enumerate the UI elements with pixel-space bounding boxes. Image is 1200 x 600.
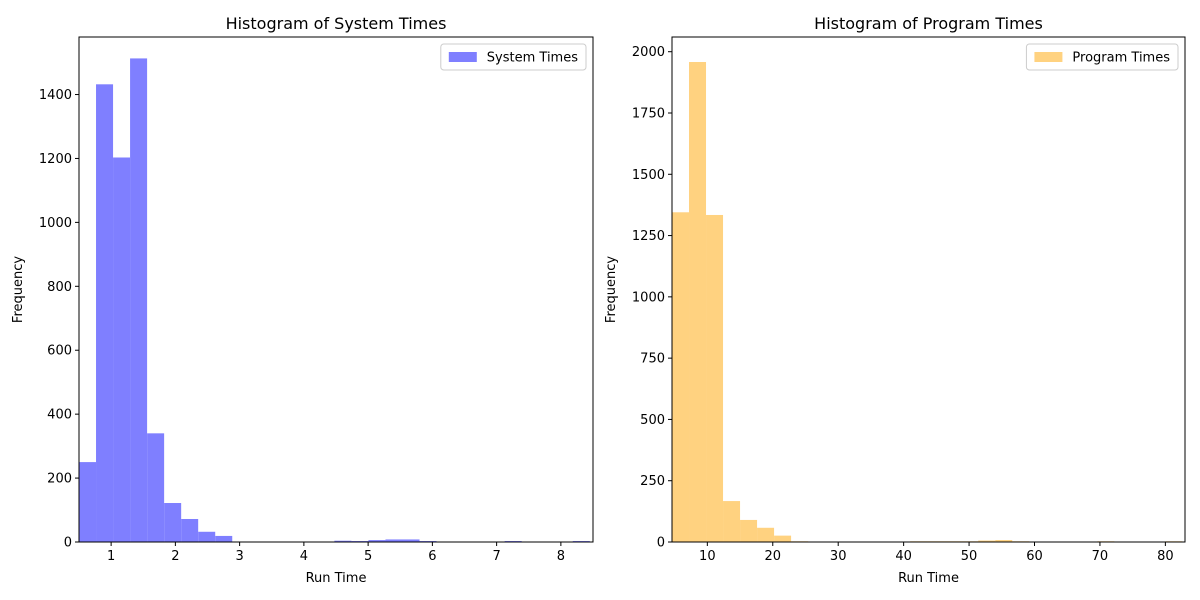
y-tick-label: 1400: [39, 88, 72, 103]
histogram-bar: [757, 527, 775, 542]
y-tick-label: 800: [47, 280, 72, 295]
legend-label: Program Times: [1072, 51, 1170, 66]
y-tick-label: 1750: [632, 106, 665, 121]
histogram-bar: [181, 518, 199, 542]
histogram-bar: [96, 84, 114, 542]
x-tick-label: 3: [235, 549, 243, 564]
bars: [672, 62, 1183, 542]
histogram-bar: [113, 157, 131, 542]
x-tick-label: 70: [1092, 549, 1109, 564]
y-axis-label: Frequency: [11, 256, 26, 323]
histogram-bar: [164, 503, 182, 542]
x-axis-label: Run Time: [898, 571, 959, 586]
x-tick-label: 2: [171, 549, 179, 564]
histogram-bar: [385, 539, 403, 542]
y-tick-label: 1200: [39, 152, 72, 167]
histogram-bar: [774, 535, 792, 542]
histogram-bar: [198, 531, 216, 542]
histogram-bar: [334, 540, 352, 542]
x-tick-label: 10: [699, 549, 716, 564]
y-tick-label: 400: [47, 408, 72, 423]
x-tick-label: 1: [107, 549, 115, 564]
x-tick-label: 60: [1026, 549, 1043, 564]
y-tick-label: 200: [47, 472, 72, 487]
legend: Program Times: [1025, 43, 1179, 71]
legend-frame: [1025, 43, 1179, 71]
y-tick-label: 500: [640, 413, 665, 428]
histogram-bar: [723, 501, 741, 542]
chart-panel-2: 10 20 30 40 50 60 70 80 0 250 500 750 1000 1250 1500 17…: [604, 14, 1186, 586]
legend-swatch: [1034, 52, 1063, 62]
y-axis-label: Frequency: [604, 256, 619, 323]
legend: System Times: [440, 43, 587, 71]
y-tick-label: 1000: [632, 290, 665, 305]
histogram-bar: [368, 540, 386, 542]
bars: [79, 58, 590, 542]
legend-swatch: [448, 52, 477, 62]
histogram-bar: [740, 519, 758, 542]
chart-title: Histogram of Program Times: [814, 14, 1043, 33]
x-axis-label: Run Time: [306, 571, 367, 586]
x-tick-label: 40: [895, 549, 912, 564]
histogram-bar: [130, 58, 148, 542]
y-tick-label: 2000: [632, 45, 665, 60]
y-tick-label: 750: [640, 352, 665, 367]
histogram-bar: [978, 540, 996, 542]
x-tick-label: 6: [428, 549, 436, 564]
x-tick-label: 30: [830, 549, 847, 564]
chart-title: Histogram of System Times: [226, 14, 447, 33]
legend-frame: [440, 43, 587, 71]
histogram-bar: [995, 540, 1013, 542]
histogram-bar: [402, 539, 420, 542]
y-tick-label: 250: [640, 474, 665, 489]
histogram-bar: [147, 433, 165, 542]
histogram-bar: [672, 212, 690, 542]
y-tick-label: 1000: [39, 216, 72, 231]
histogram-bar: [706, 214, 724, 542]
legend-label: System Times: [487, 51, 578, 66]
y-tick-label: 1250: [632, 229, 665, 244]
chart-panel-1: 1 2 3 4 5 6 7 8 0 200 400 600 800 1000 1200 1400 Histogr…: [11, 14, 594, 586]
x-tick-label: 4: [300, 549, 308, 564]
histogram-bar: [215, 535, 233, 542]
y-tick-label: 0: [64, 536, 72, 551]
plot-frame: [671, 36, 1186, 543]
x-tick-label: 7: [492, 549, 500, 564]
x-tick-label: 50: [961, 549, 978, 564]
x-tick-label: 5: [364, 549, 372, 564]
y-tick-label: 0: [657, 536, 665, 551]
histogram-bar: [689, 62, 707, 542]
plot-frame: [78, 36, 594, 543]
x-tick-label: 8: [557, 549, 565, 564]
y-tick-label: 600: [47, 344, 72, 359]
y-tick-label: 1500: [632, 168, 665, 183]
histogram-bar: [79, 462, 97, 542]
x-tick-label: 80: [1157, 549, 1174, 564]
x-tick-label: 20: [764, 549, 781, 564]
